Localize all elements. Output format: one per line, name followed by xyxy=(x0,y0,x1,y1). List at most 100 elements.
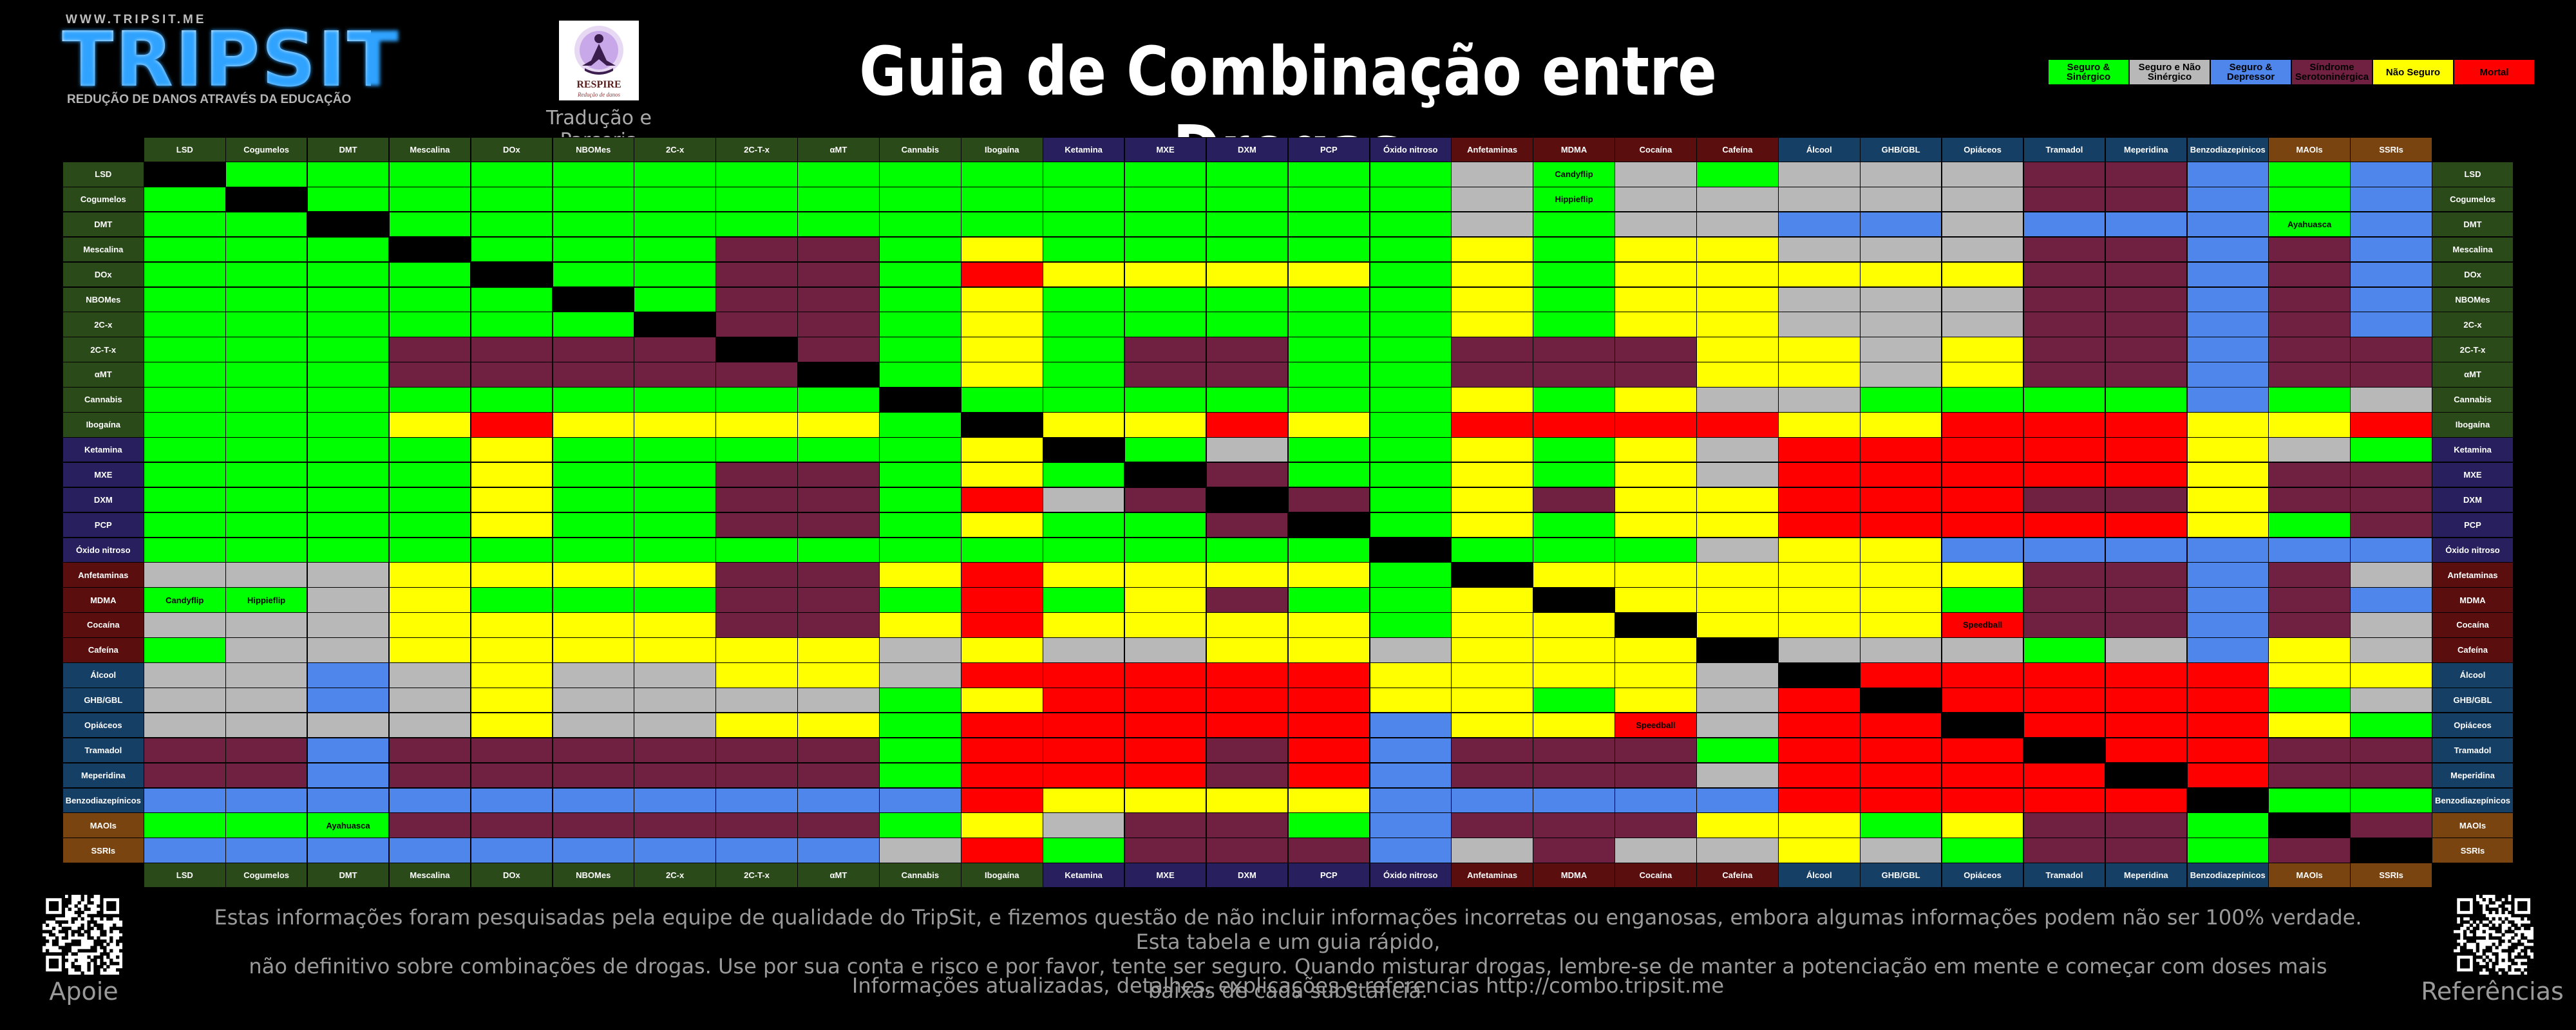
combo-cell xyxy=(634,787,716,813)
row-label-right-maois: MAOIs xyxy=(2432,812,2514,838)
combo-cell xyxy=(2350,812,2432,838)
combo-cell xyxy=(1451,712,1533,738)
qr-code-references-icon[interactable] xyxy=(2454,895,2533,975)
combo-cell xyxy=(1287,186,1370,212)
combo-cell xyxy=(1124,562,1207,588)
combo-cell xyxy=(2350,211,2432,238)
column-footer-opi-ceos: Opiáceos xyxy=(1941,863,2024,888)
qr-code-support-icon[interactable] xyxy=(43,895,122,975)
combo-cell xyxy=(1369,337,1452,362)
combo-cell xyxy=(1615,612,1697,638)
combo-cell xyxy=(2186,362,2269,388)
combo-cell xyxy=(1941,261,2024,288)
combo-cell xyxy=(1451,337,1533,362)
combo-cell xyxy=(1778,637,1861,663)
combo-cell xyxy=(1859,387,1942,413)
combo-cell xyxy=(797,261,880,288)
combo-cell xyxy=(1369,512,1452,538)
combo-cell xyxy=(1859,512,1942,538)
combo-cell xyxy=(1696,186,1779,212)
combo-cell xyxy=(797,537,880,563)
combo-cell xyxy=(1696,362,1779,388)
combo-cell xyxy=(1206,762,1289,789)
row-label-right-cogumelos: Cogumelos xyxy=(2432,186,2514,212)
combo-cell xyxy=(1778,462,1861,488)
combo-cell xyxy=(144,286,226,312)
row-label-right-meperidina: Meperidina xyxy=(2432,762,2514,789)
combo-cell xyxy=(470,362,553,388)
combo-cell xyxy=(1042,261,1125,288)
combo-cell xyxy=(1696,612,1779,638)
combo-cell xyxy=(879,687,961,713)
combo-cell xyxy=(388,637,471,663)
combo-cell xyxy=(634,562,716,588)
combo-cell xyxy=(1533,562,1615,588)
combo-cell xyxy=(1206,687,1289,713)
combo-cell xyxy=(388,312,471,337)
combo-cell xyxy=(1778,261,1861,288)
column-footer-dmt: DMT xyxy=(307,863,390,888)
combo-cell xyxy=(2186,512,2269,538)
combo-cell: Speedball xyxy=(1615,712,1697,738)
column-footer-ssris: SSRIs xyxy=(2350,863,2432,888)
combo-cell xyxy=(1287,261,1370,288)
combo-cell xyxy=(715,637,798,663)
combo-cell xyxy=(144,211,226,238)
combo-cell xyxy=(1451,236,1533,263)
combo-cell xyxy=(552,587,634,613)
combo-cell xyxy=(388,737,471,763)
combo-note: Ayahuasca xyxy=(2287,220,2332,230)
combo-cell xyxy=(2186,812,2269,838)
combo-cell xyxy=(307,162,390,187)
partner-tagline: Redução de danos xyxy=(577,91,620,98)
combo-cell xyxy=(715,286,798,312)
row-label-mxe: MXE xyxy=(62,462,144,488)
row-label-right-anfetaminas: Anfetaminas xyxy=(2432,562,2514,588)
combo-cell xyxy=(961,512,1043,538)
combo-cell xyxy=(225,712,308,738)
combo-cell: Candyflip xyxy=(1533,162,1615,187)
combo-cell xyxy=(2268,762,2351,789)
combo-cell xyxy=(1859,186,1942,212)
combo-cell xyxy=(307,436,390,463)
combo-cell xyxy=(1451,286,1533,312)
combo-cell xyxy=(1533,762,1615,789)
combo-cell xyxy=(2105,587,2188,613)
combo-cell xyxy=(1124,186,1207,212)
combo-cell xyxy=(225,512,308,538)
row-label-mdma: MDMA xyxy=(62,587,144,613)
combo-cell xyxy=(388,587,471,613)
combo-cell xyxy=(1042,737,1125,763)
partner-name: RESPIRE xyxy=(576,79,621,90)
combo-cell xyxy=(1369,286,1452,312)
combo-cell: Hippieflip xyxy=(225,587,308,613)
combo-cell xyxy=(961,286,1043,312)
combo-cell xyxy=(225,838,308,863)
column-header-cannabis: Cannabis xyxy=(879,137,961,162)
combo-cell xyxy=(144,537,226,563)
combo-cell xyxy=(1615,261,1697,288)
combo-cell xyxy=(634,312,716,337)
combo-cell xyxy=(797,662,880,688)
combo-cell xyxy=(1369,537,1452,563)
combo-cell xyxy=(144,436,226,463)
combo-cell xyxy=(634,537,716,563)
combo-cell xyxy=(1369,637,1452,663)
combo-cell xyxy=(2105,637,2188,663)
combo-cell xyxy=(715,838,798,863)
combo-cell xyxy=(1859,286,1942,312)
combo-cell xyxy=(2186,787,2269,813)
combo-cell xyxy=(2023,762,2106,789)
combo-cell xyxy=(1206,337,1289,362)
combo-cell xyxy=(1124,286,1207,312)
combo-cell xyxy=(2023,712,2106,738)
respire-logo: RESPIRE Redução de danos xyxy=(559,21,639,100)
combo-cell xyxy=(2105,412,2188,438)
column-header-ketamina: Ketamina xyxy=(1042,137,1125,162)
combo-cell xyxy=(797,712,880,738)
combo-cell xyxy=(2350,487,2432,513)
combo-cell xyxy=(2105,236,2188,263)
combo-cell xyxy=(1778,737,1861,763)
combo-cell xyxy=(388,261,471,288)
combo-cell xyxy=(1287,487,1370,513)
